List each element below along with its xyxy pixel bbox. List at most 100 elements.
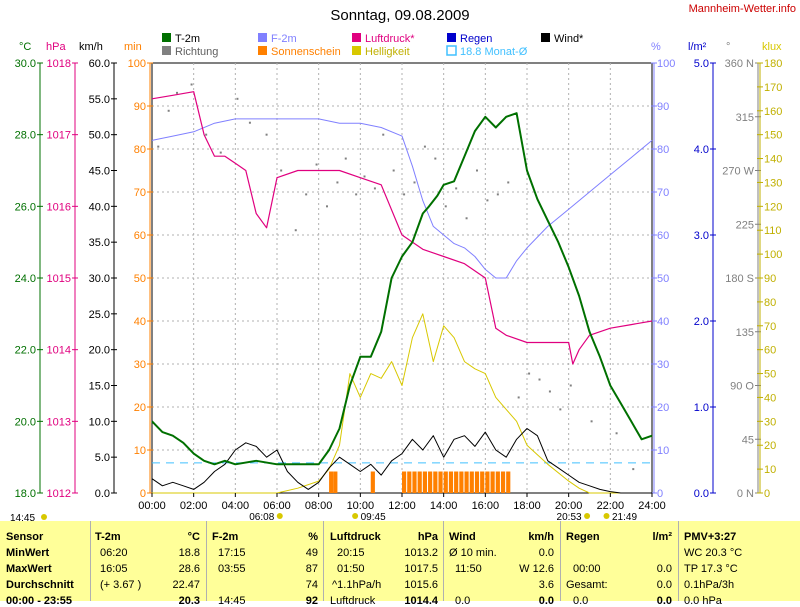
- direction-point: [205, 133, 208, 136]
- wind-axis-tick-label: 30.0: [89, 273, 110, 285]
- direction-point: [236, 97, 239, 100]
- legend-label-luftdruck: Luftdruck*: [365, 33, 415, 45]
- direction-point: [392, 169, 395, 172]
- header-pressure: Luftdruck: [330, 531, 381, 543]
- humidity-axis-tick-label: 40: [657, 316, 669, 328]
- sunshine-bar: [500, 471, 506, 493]
- x-tick-label: 20:00: [555, 500, 583, 512]
- sunshine-bar: [329, 471, 334, 493]
- sunshine-bar: [438, 471, 443, 493]
- row-max-t-time: 16:05: [100, 563, 128, 575]
- direction-point: [382, 133, 385, 136]
- humidity-axis-tick-label: 0: [657, 488, 663, 500]
- legend-label-f2m: F-2m: [271, 33, 297, 45]
- brand-link[interactable]: Mannheim-Wetter.info: [689, 3, 796, 15]
- plot-grid: [152, 63, 652, 493]
- row-avg-label: Durchschnitt: [6, 579, 74, 591]
- lux-axis-tick-label: 170: [764, 82, 782, 94]
- sunshine-bar: [495, 471, 500, 493]
- humidity-axis-tick-label: 100: [657, 58, 675, 70]
- legend-swatch-luftdruck: [352, 33, 361, 42]
- x-tick-label: 02:00: [180, 500, 208, 512]
- sunshine-bar: [333, 471, 338, 493]
- direction-point: [615, 432, 618, 435]
- wind-axis-tick-label: 55.0: [89, 94, 110, 106]
- axis-unit-temp: °C: [19, 41, 31, 53]
- lux-axis-tick-label: 0: [764, 488, 770, 500]
- sun-marker-icon: [603, 513, 610, 519]
- lux-axis-tick-label: 110: [764, 225, 782, 237]
- humidity-axis-tick-label: 20: [657, 402, 669, 414]
- x-tick-label: 08:00: [305, 500, 333, 512]
- axes: 30.028.026.024.022.020.018.0101810171016…: [15, 58, 783, 500]
- row-min-f-val: 49: [305, 547, 318, 559]
- legend: T-2m Richtung F-2m Sonnenschein Luftdruc…: [162, 33, 584, 58]
- row-min-t-val: 18.8: [178, 547, 200, 559]
- row-period-w-val: 0.0: [538, 595, 554, 607]
- legend-label-monat: 18.8 Monat-Ø: [460, 46, 528, 58]
- row-min-p-time: 20:15: [337, 547, 365, 559]
- header-f2m: F-2m: [212, 531, 239, 543]
- direction-axis-tick-label: 360 N: [725, 58, 754, 70]
- current-time-icon: [41, 514, 47, 520]
- sunshine-bar: [490, 471, 495, 493]
- sun-marker-label: 21:49: [612, 512, 637, 523]
- series-helligkeit: [152, 313, 652, 494]
- minutes-axis-tick-label: 60: [134, 230, 146, 242]
- header-pmv: PMV+3:27: [684, 531, 737, 543]
- series-luftdruck: [151, 91, 653, 365]
- row-period-w-label: 0.0: [455, 595, 471, 607]
- minutes-axis-tick-label: 80: [134, 144, 146, 156]
- row-max-label: MaxWert: [6, 563, 52, 575]
- lux-axis-tick-label: 80: [764, 297, 776, 309]
- lux-axis-tick-label: 150: [764, 130, 782, 142]
- direction-point: [219, 151, 222, 154]
- x-tick-label: 06:00: [263, 500, 291, 512]
- direction-point: [280, 169, 283, 172]
- wind-axis-tick-label: 15.0: [89, 381, 110, 393]
- direction-point: [176, 91, 178, 94]
- row-max-w-label: 11:50: [455, 563, 482, 575]
- row-avg-f-val: 74: [305, 579, 318, 591]
- x-tick-label: 22:00: [597, 500, 625, 512]
- pressure-axis-tick-label: 1012: [47, 488, 71, 500]
- lux-axis-tick-label: 160: [764, 106, 782, 118]
- row-avg-r-label: Gesamt:: [566, 579, 608, 591]
- direction-point: [569, 384, 572, 387]
- sun-marker-icon: [584, 513, 591, 519]
- x-tick-label: 24:00: [638, 500, 666, 512]
- row-min-label: MinWert: [6, 547, 50, 559]
- temp-axis-tick-label: 24.0: [15, 273, 36, 285]
- direction-point: [336, 181, 339, 184]
- sunshine-bar: [417, 471, 422, 493]
- humidity-axis-tick-label: 60: [657, 230, 669, 242]
- direction-axis-tick-label: 90 O: [730, 381, 754, 393]
- row-max-f-time: 03:55: [218, 563, 246, 575]
- series-wind: [151, 428, 652, 494]
- lux-axis-tick-label: 10: [764, 464, 776, 476]
- legend-swatch-helligkeit: [352, 46, 361, 55]
- rain-axis-tick-label: 3.0: [694, 230, 709, 242]
- pressure-axis-tick-label: 1018: [47, 58, 71, 70]
- direction-point: [559, 408, 562, 411]
- legend-label-helligkeit: Helligkeit: [365, 46, 410, 58]
- wind-axis-tick-label: 0.0: [95, 488, 110, 500]
- minutes-axis-tick-label: 70: [134, 187, 146, 199]
- row-avg-t-time: (+ 3.67 ): [100, 579, 142, 591]
- pressure-axis-tick-label: 1016: [47, 201, 71, 213]
- lux-axis-tick-label: 50: [764, 369, 776, 381]
- x-tick-label: 12:00: [388, 500, 416, 512]
- rain-axis-tick-label: 5.0: [694, 58, 709, 70]
- sunshine-bar: [469, 471, 474, 493]
- direction-point: [423, 145, 426, 148]
- direction-axis-tick-label: 0 N: [737, 488, 754, 500]
- humidity-axis-tick-label: 50: [657, 273, 669, 285]
- direction-point: [434, 157, 437, 160]
- humidity-axis-tick-label: 90: [657, 101, 669, 113]
- rain-axis-tick-label: 2.0: [694, 316, 709, 328]
- sunshine-bar: [464, 471, 469, 493]
- series-t2m: [151, 112, 653, 466]
- direction-point: [486, 199, 489, 202]
- humidity-axis-tick-label: 70: [657, 187, 669, 199]
